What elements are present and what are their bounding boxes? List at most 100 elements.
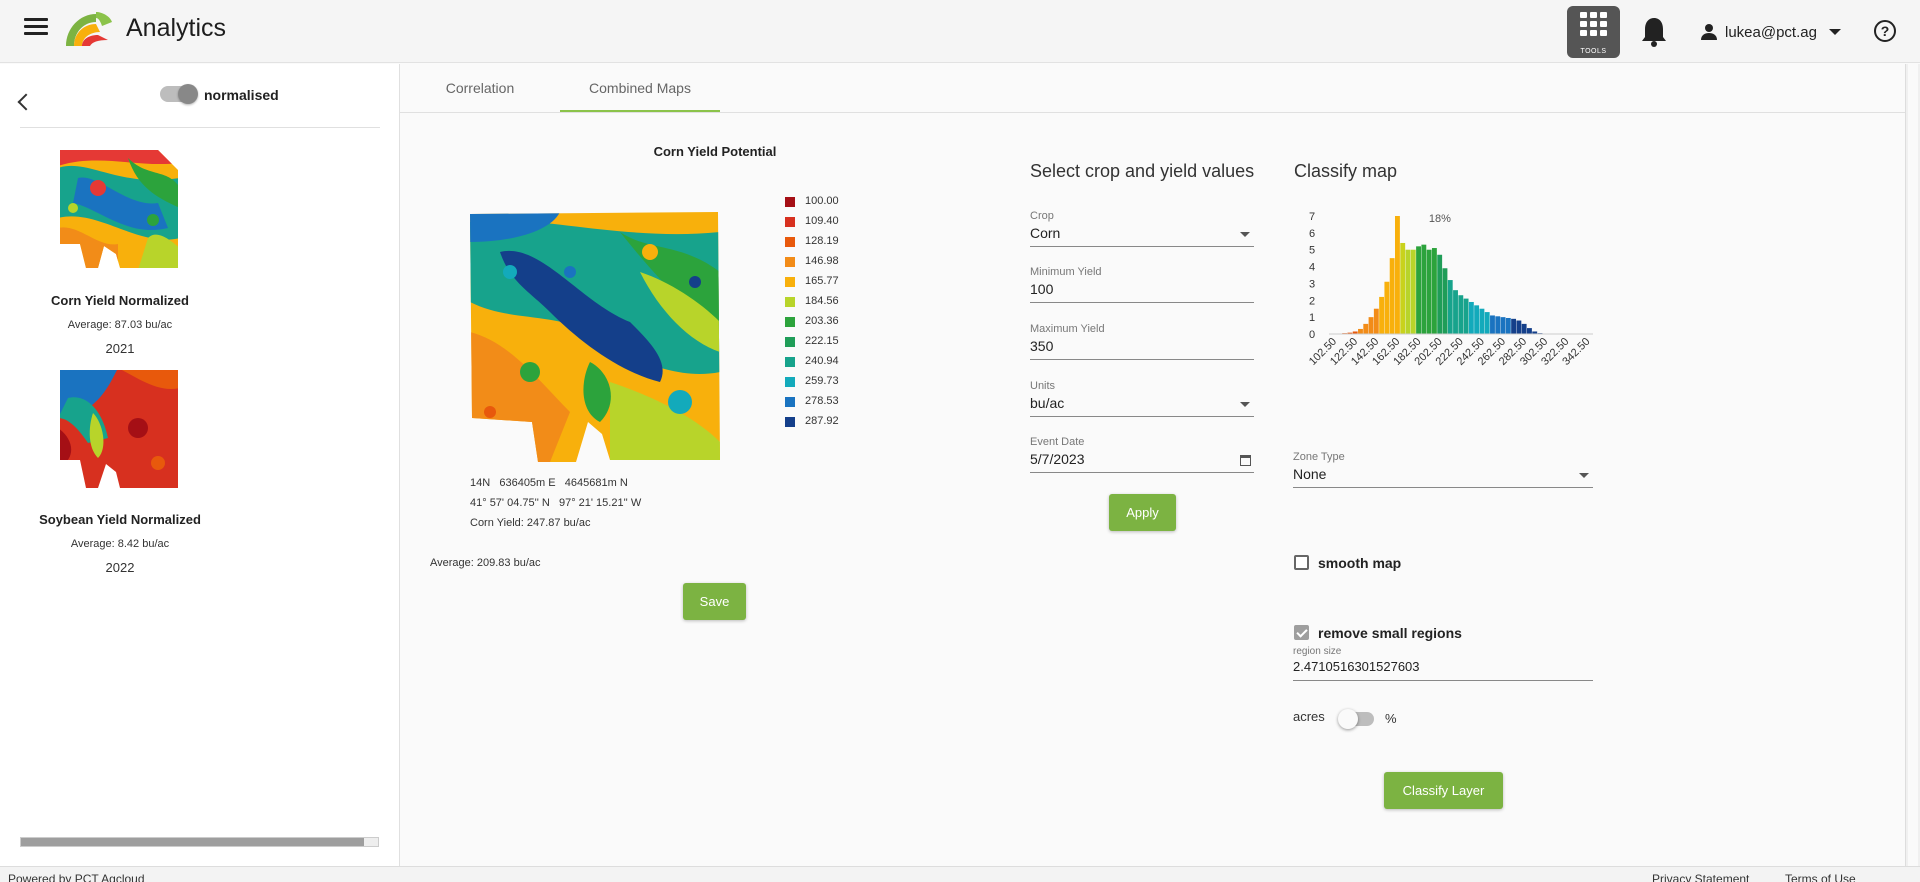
legend-item: 100.00 [785,194,865,210]
max-yield-input[interactable]: 350 [1030,338,1254,360]
map-year: 2022 [105,560,135,575]
histogram-bar [1532,331,1538,334]
tab-combined-maps[interactable]: Combined Maps [560,64,720,112]
y-tick-label: 1 [1309,312,1315,324]
coord-latlon: 41° 57' 04.75'' N 97° 21' 15.21'' W [470,497,642,509]
sidebar: normalised Corn Yield Normalized Average… [0,64,400,866]
map-average: Average: 87.03 bu/ac [67,319,173,331]
histogram-bar [1384,281,1390,334]
crop-value[interactable]: Corn [1030,225,1254,247]
histogram-bar [1453,290,1458,334]
sidebar-scrollbar[interactable] [20,837,379,847]
calendar-icon[interactable] [1240,455,1251,466]
map-year: 2021 [105,341,135,356]
soybean-map-thumbnail[interactable] [58,368,180,490]
histogram-bar [1527,328,1532,334]
event-date-input[interactable]: 5/7/2023 [1030,451,1254,473]
histogram-bar [1426,249,1432,334]
event-date-label: Event Date [1030,436,1085,448]
user-menu[interactable]: lukea@pct.ag [1700,22,1841,42]
page-scrollbar[interactable] [1905,64,1920,866]
chevron-down-icon [1828,29,1841,35]
crop-label: Crop [1030,210,1054,222]
map-title: Corn Yield Potential [653,144,777,159]
legend-item: 259.73 [785,374,865,390]
histogram-bar [1421,244,1427,334]
y-tick-label: 3 [1309,278,1315,290]
back-arrow-icon[interactable] [17,93,35,111]
chevron-down-icon [1240,232,1250,237]
corn-map-thumbnail[interactable] [58,148,180,270]
histogram-bar [1468,301,1474,334]
tools-button[interactable]: TOOLS [1567,6,1620,58]
histogram-bar [1379,296,1385,334]
terms-link[interactable]: Terms of Use [1785,872,1856,882]
legend-item: 146.98 [785,254,865,270]
y-tick-label: 4 [1309,262,1315,274]
max-yield-label: Maximum Yield [1030,323,1105,335]
classify-layer-button[interactable]: Classify Layer [1384,772,1503,809]
legend-item: 128.19 [785,234,865,250]
min-yield-label: Minimum Yield [1030,266,1102,278]
histogram-bar [1368,317,1374,334]
histogram-bar [1500,317,1506,334]
y-tick-label: 6 [1309,228,1315,240]
bell-icon[interactable] [1640,16,1668,48]
legend-item: 278.53 [785,394,865,410]
save-button[interactable]: Save [683,583,746,620]
histogram-bar [1484,312,1490,334]
yield-histogram: 01234567102.50122.50142.50162.50182.5020… [1307,211,1593,368]
map-name: Corn Yield Normalized [51,293,189,308]
chevron-down-icon [1579,473,1589,478]
map-name: Soybean Yield Normalized [39,512,201,527]
main-content: Correlation Combined Maps Corn Yield Pot… [400,64,1905,866]
apply-button[interactable]: Apply [1109,494,1176,531]
smooth-map-checkbox[interactable] [1294,555,1309,570]
coord-value: Corn Yield: 247.87 bu/ac [470,517,591,529]
histogram-bar [1358,328,1363,334]
footer-powered-by: Powered by PCT Agcloud [8,872,145,882]
histogram-bar [1474,305,1480,334]
legend-item: 240.94 [785,354,865,370]
histogram-bar [1352,331,1358,334]
normalised-toggle[interactable] [160,84,198,104]
y-tick-label: 0 [1309,329,1315,341]
tab-bar: Correlation Combined Maps [400,64,1905,113]
y-tick-label: 2 [1309,295,1315,307]
user-icon [1701,24,1717,40]
histogram-bar [1410,249,1416,334]
privacy-link[interactable]: Privacy Statement [1652,872,1750,882]
remove-small-regions-checkbox[interactable] [1294,625,1309,640]
normalised-label: normalised [204,87,279,103]
histogram-bar [1437,254,1443,334]
histogram-bar [1347,332,1353,334]
acres-label: acres [1293,709,1325,724]
histogram-bar [1458,295,1464,334]
help-icon[interactable]: ? [1874,20,1896,42]
units-label: Units [1030,380,1056,392]
histogram-bar [1373,308,1379,334]
histogram-bar [1516,320,1522,334]
remove-small-regions-label: remove small regions [1318,625,1462,641]
histogram-bar [1363,323,1369,334]
histogram-bar [1400,242,1406,334]
tab-correlation[interactable]: Correlation [445,80,515,96]
min-yield-input[interactable]: 100 [1030,281,1254,303]
histogram-bar [1405,249,1411,334]
histogram-bar [1479,308,1485,334]
zone-type-value[interactable]: None [1293,466,1593,488]
user-email: lukea@pct.ag [1725,23,1817,41]
region-size-input[interactable]: 2.4710516301527603 [1293,659,1593,681]
menu-icon[interactable] [24,18,48,38]
units-value[interactable]: bu/ac [1030,395,1254,417]
histogram-bar [1490,315,1495,334]
app-header: Analytics TOOLS lukea@pct.ag ? [0,0,1920,63]
y-tick-label: 5 [1309,245,1315,257]
legend-item: 222.15 [785,334,865,350]
histogram-bar [1511,318,1517,334]
yield-map[interactable] [470,212,720,462]
acres-percent-toggle[interactable] [1338,709,1374,729]
footer: Powered by PCT Agcloud Privacy Statement… [0,866,1920,882]
histogram-bar [1495,316,1501,334]
percent-label: % [1385,711,1397,726]
